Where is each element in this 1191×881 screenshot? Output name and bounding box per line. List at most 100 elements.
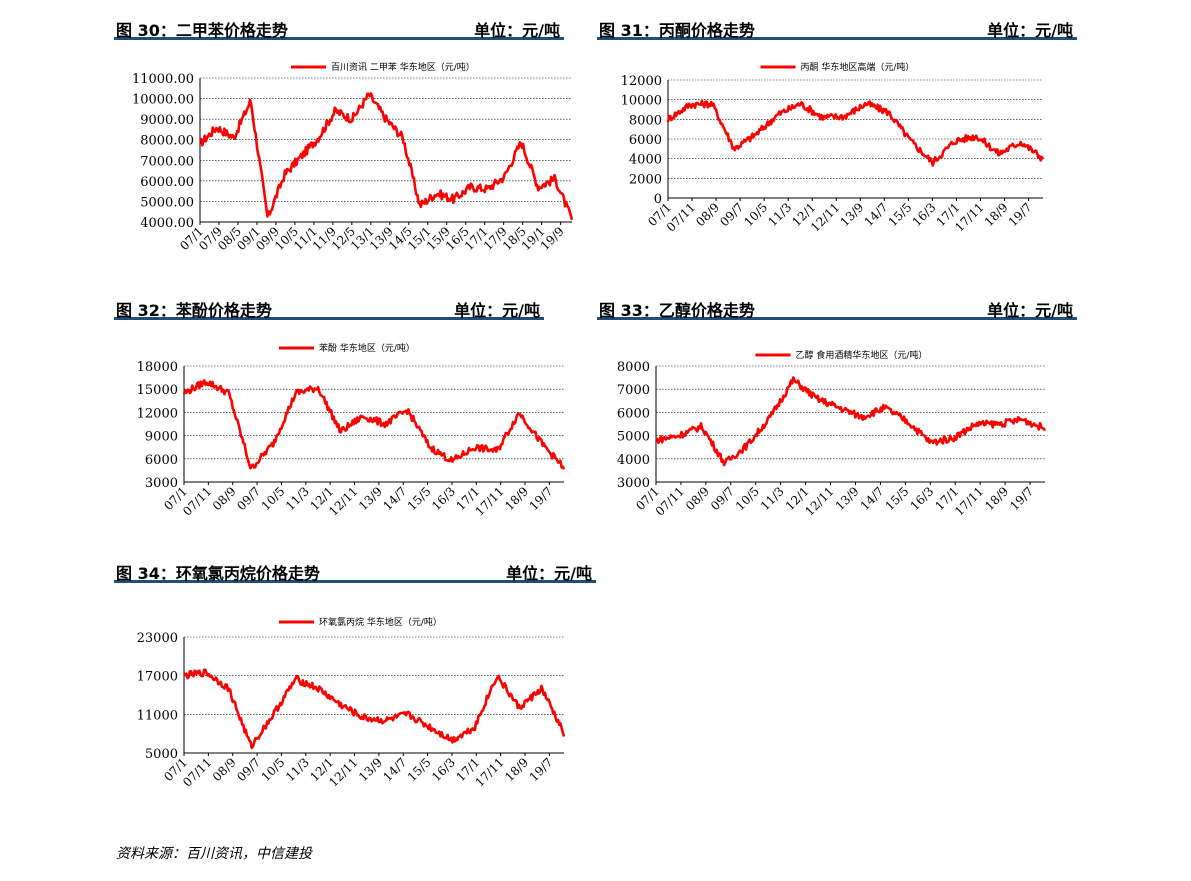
x-tick-label: 09/7 (708, 484, 737, 513)
chart-header-33: 图 33：乙醇价格走势 单位：元/吨 (597, 294, 1077, 320)
chart-legend: 环氧氯丙烷 华东地区（元/吨） (279, 616, 442, 628)
chart-panel-34: 图 34：环氧氯丙烷价格走势 单位：元/吨 环氧氯丙烷 华东地区（元/吨） 500… (114, 557, 596, 827)
chart-panel-32: 图 32：苯酚价格走势 单位：元/吨 苯酚 华东地区（元/吨） 3000 6000 9… (114, 294, 566, 534)
x-tick-label: 10/5 (259, 484, 288, 513)
x-tick-label: 18/9 (982, 484, 1011, 513)
y-tick-label: 6000 (629, 133, 662, 148)
x-tick-label: 19/7 (1007, 484, 1036, 513)
series-line (655, 376, 1047, 467)
x-tick-label: 15/5 (886, 200, 915, 229)
series-line (666, 99, 1045, 167)
y-tick-label: 12000 (621, 74, 662, 89)
legend-label: 乙醇 食用酒精华东地区（元/吨） (796, 349, 928, 361)
y-tick-label: 8000 (617, 360, 650, 375)
x-tick-label: 14/7 (858, 484, 887, 513)
x-tick-label: 13/9 (356, 755, 385, 784)
x-tick-label: 15/5 (405, 484, 434, 513)
y-tick-label: 17000 (137, 670, 178, 685)
y-tick-label: 10000.00 (132, 93, 194, 108)
x-tick-label: 14/7 (380, 484, 409, 513)
chart-panel-33: 图 33：乙醇价格走势 单位：元/吨 乙醇 食用酒精华东地区（元/吨） 3000 4… (597, 294, 1077, 534)
chart-legend: 丙酮 华东地区高端（元/吨） (760, 61, 914, 73)
y-tick-label: 5000 (145, 747, 178, 762)
series-line (199, 92, 574, 221)
x-tick-label: 10/5 (741, 200, 770, 229)
x-tick-label: 08/9 (693, 200, 722, 229)
x-tick-label: 08/9 (210, 755, 239, 784)
series-line (182, 668, 566, 750)
line-chart-34: 环氧氯丙烷 华东地区（元/吨）500011000170002300007/107… (137, 616, 566, 790)
legend-label: 苯酚 华东地区（元/吨） (319, 342, 415, 354)
x-tick-label: 09/7 (234, 484, 263, 513)
x-tick-label: 16/3 (910, 200, 939, 229)
chart-unit: 单位：元/吨 (987, 301, 1073, 320)
x-tick-label: 18/9 (982, 200, 1011, 229)
chart-panel-30: 图 30：二甲苯价格走势 单位：元/吨 百川资讯 二甲苯 华东地区（元/吨） 40… (114, 14, 574, 284)
chart-header-30: 图 30：二甲苯价格走势 单位：元/吨 (114, 14, 564, 40)
x-tick-label: 12/11 (802, 484, 836, 518)
y-tick-label: 6000 (617, 406, 650, 421)
y-tick-label: 9000 (145, 430, 178, 445)
chart-unit: 单位：元/吨 (454, 301, 540, 320)
legend-label: 环氧氯丙烷 华东地区（元/吨） (319, 616, 442, 628)
x-tick-label: 11/3 (758, 484, 787, 513)
x-tick-label: 08/9 (210, 484, 239, 513)
y-tick-label: 7000.00 (140, 154, 194, 169)
y-tick-label: 9000.00 (140, 113, 194, 128)
y-tick-label: 3000 (145, 476, 178, 491)
series-line (182, 378, 566, 470)
x-tick-label: 11/3 (283, 484, 312, 513)
chart-unit: 单位：元/吨 (987, 21, 1073, 40)
y-tick-label: 5000.00 (140, 195, 194, 210)
chart-header-31: 图 31：丙酮价格走势 单位：元/吨 (597, 14, 1077, 40)
x-tick-label: 13/9 (833, 484, 862, 513)
legend-label: 百川资讯 二甲苯 华东地区（元/吨） (331, 61, 475, 73)
x-tick-label: 19/7 (527, 484, 556, 513)
y-tick-label: 8000.00 (140, 134, 194, 149)
chart-panel-31: 图 31：丙酮价格走势 单位：元/吨 丙酮 华东地区高端（元/吨） 0 2000 40… (597, 14, 1077, 284)
line-chart-32: 苯酚 华东地区（元/吨） 3000 6000 9000 12000 15000 18000 0… (137, 342, 566, 519)
x-tick-label: 14/7 (380, 755, 409, 784)
x-tick-label: 15/5 (405, 755, 434, 784)
chart-title: 图 34：环氧氯丙烷价格走势 (116, 564, 320, 583)
x-tick-label: 11/3 (283, 755, 312, 784)
x-tick-label: 13/9 (837, 200, 866, 229)
chart-legend: 百川资讯 二甲苯 华东地区（元/吨） (291, 61, 475, 73)
y-tick-label: 18000 (137, 360, 178, 375)
x-tick-label: 08/9 (683, 484, 712, 513)
x-tick-label: 09/7 (717, 200, 746, 229)
y-tick-label: 12000 (137, 406, 178, 421)
x-tick-label: 09/7 (234, 755, 263, 784)
x-tick-label: 18/9 (502, 755, 531, 784)
y-tick-label: 11000.00 (132, 72, 194, 87)
y-tick-label: 6000 (145, 453, 178, 468)
x-tick-label: 10/5 (733, 484, 762, 513)
chart-unit: 单位：元/吨 (474, 21, 560, 40)
chart-title: 图 31：丙酮价格走势 (599, 21, 755, 40)
y-tick-label: 7000 (617, 383, 650, 398)
x-tick-label: 18/9 (502, 484, 531, 513)
chart-legend: 苯酚 华东地区（元/吨） (279, 342, 415, 354)
source-note: 资料来源：百川资讯，中信建投 (116, 846, 312, 862)
chart-legend: 乙醇 食用酒精华东地区（元/吨） (755, 349, 928, 361)
y-tick-label: 4000 (617, 453, 650, 468)
x-tick-label: 16/3 (429, 484, 458, 513)
x-tick-label: 19/7 (1006, 200, 1035, 229)
chart-title: 图 33：乙醇价格走势 (599, 301, 755, 320)
x-tick-label: 15/5 (883, 484, 912, 513)
chart-title: 图 30：二甲苯价格走势 (116, 21, 288, 40)
x-tick-label: 19/7 (527, 755, 556, 784)
x-tick-label: 17/11 (952, 484, 986, 518)
y-tick-label: 2000 (629, 172, 662, 187)
y-tick-label: 5000 (617, 430, 650, 445)
x-tick-label: 11/3 (765, 200, 794, 229)
y-tick-label: 11000 (137, 708, 178, 723)
y-tick-label: 4000 (629, 153, 662, 168)
line-chart-33: 乙醇 食用酒精华东地区（元/吨） 3000 4000 5000 6000 7000 8000… (617, 349, 1047, 519)
y-tick-label: 15000 (137, 383, 178, 398)
line-chart-30: 百川资讯 二甲苯 华东地区（元/吨） 4000.00 5000.00 6000.00 7… (132, 61, 574, 253)
y-tick-label: 4000.00 (140, 216, 194, 231)
y-tick-label: 8000 (629, 113, 662, 128)
y-tick-label: 3000 (617, 476, 650, 491)
y-tick-label: 0 (654, 192, 662, 207)
